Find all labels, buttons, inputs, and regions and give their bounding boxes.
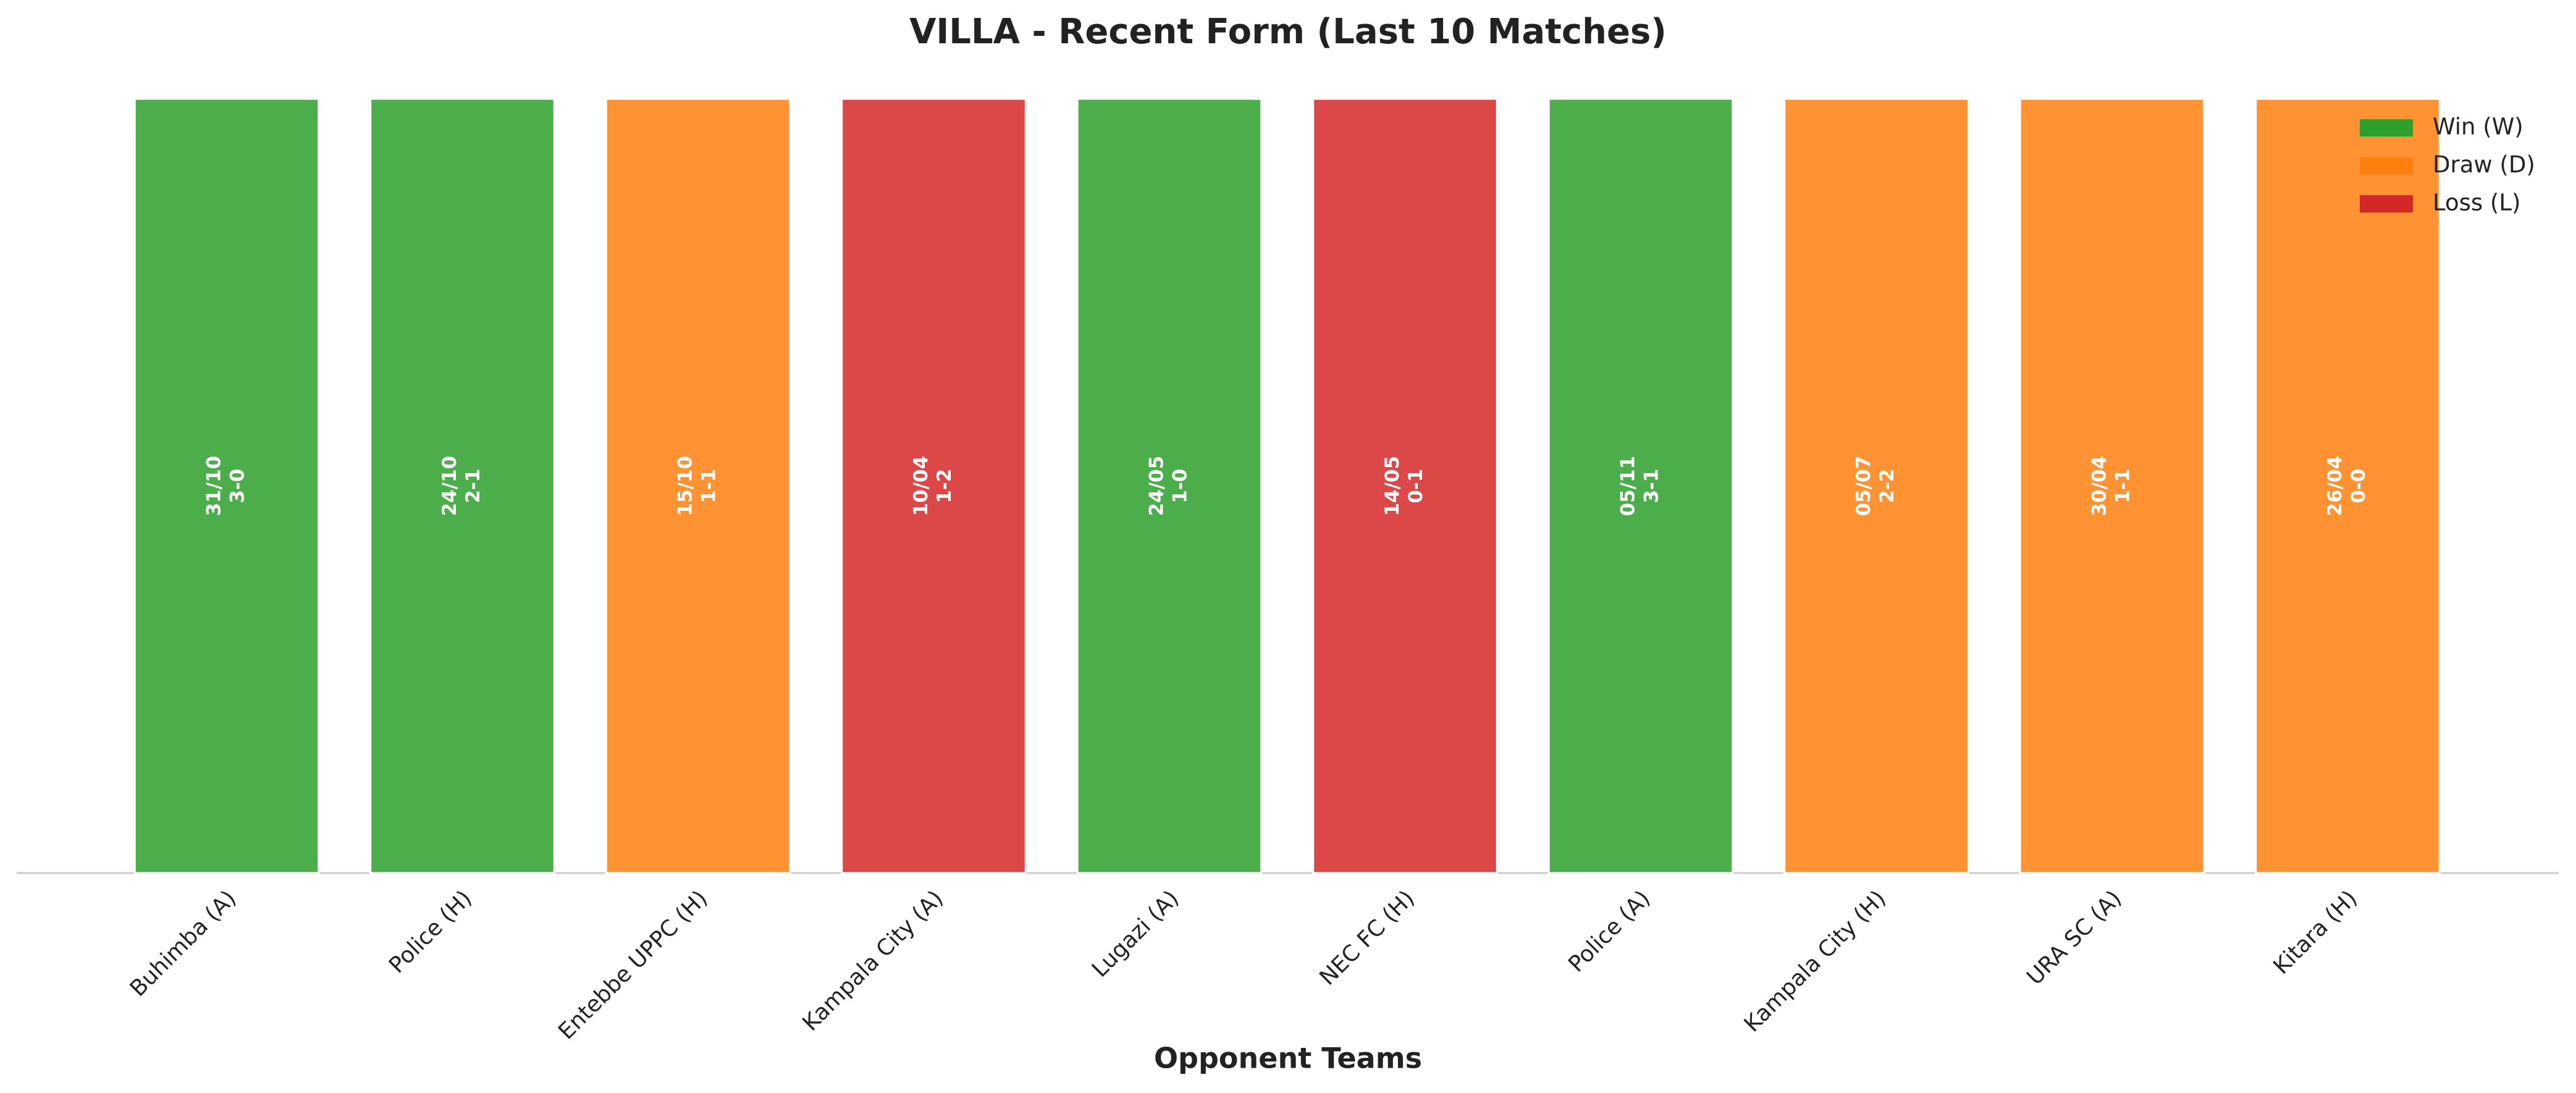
x-tick-label: URA SC (A) [2022, 885, 2126, 990]
bar [1312, 98, 1498, 874]
legend-label: Draw (D) [2433, 151, 2535, 178]
x-tick-label: Entebbe UPPC (H) [554, 885, 712, 1044]
bar-score-label: 1-2 [933, 468, 956, 503]
bar [1547, 98, 1734, 874]
x-tick-label: Lugazi (A) [1087, 885, 1184, 982]
bar [1076, 98, 1263, 874]
bar-score-label: 2-2 [1876, 468, 1898, 503]
x-axis-label: Opponent Teams [1154, 1042, 1422, 1075]
legend-label: Win (W) [2433, 114, 2523, 140]
bar-score-label: 0-1 [1405, 468, 1427, 503]
bar-score-label: 0-0 [2347, 468, 2370, 503]
bar-date-label: 05/07 [1853, 456, 1875, 517]
bar-score-label: 1-0 [1169, 468, 1192, 503]
bar-date-label: 24/10 [439, 456, 461, 517]
chart-title: VILLA - Recent Form (Last 10 Matches) [909, 12, 1667, 52]
bar-date-label: 26/04 [2324, 456, 2346, 517]
bar-date-label: 10/04 [910, 456, 932, 517]
x-tick-label: Kampala City (A) [798, 885, 948, 1036]
bar-score-label: 1-1 [2112, 468, 2134, 503]
x-tick-label: NEC FC (H) [1315, 885, 1419, 990]
bar [2019, 98, 2205, 874]
bar-date-label: 14/05 [1381, 456, 1404, 517]
bar [369, 98, 555, 874]
legend-swatch [2360, 119, 2413, 137]
bar [841, 98, 1027, 874]
bar-date-label: 15/10 [675, 456, 697, 517]
legend-swatch [2360, 195, 2413, 213]
x-tick-label: Buhimba (A) [125, 885, 242, 1002]
x-tick-label: Police (A) [1564, 885, 1655, 977]
x-tick-label: Kitara (H) [2268, 885, 2362, 979]
bar [133, 98, 320, 874]
bar-score-label: 3-0 [227, 468, 249, 503]
legend-label: Loss (L) [2433, 190, 2520, 216]
bar-score-label: 1-1 [698, 468, 720, 503]
bar-date-label: 24/05 [1146, 456, 1168, 517]
bar-score-label: 3-1 [1641, 468, 1663, 503]
x-tick-label: Kampala City (H) [1740, 885, 1891, 1037]
bar-score-label: 2-1 [462, 468, 484, 503]
x-tick-label: Police (H) [384, 885, 477, 978]
bar [1783, 98, 1969, 874]
bar [2255, 98, 2441, 874]
bar [605, 98, 791, 874]
legend-swatch [2360, 157, 2413, 175]
bar-date-label: 05/11 [1617, 456, 1639, 517]
bar-date-label: 30/04 [2089, 456, 2111, 517]
bar-date-label: 31/10 [203, 456, 225, 517]
